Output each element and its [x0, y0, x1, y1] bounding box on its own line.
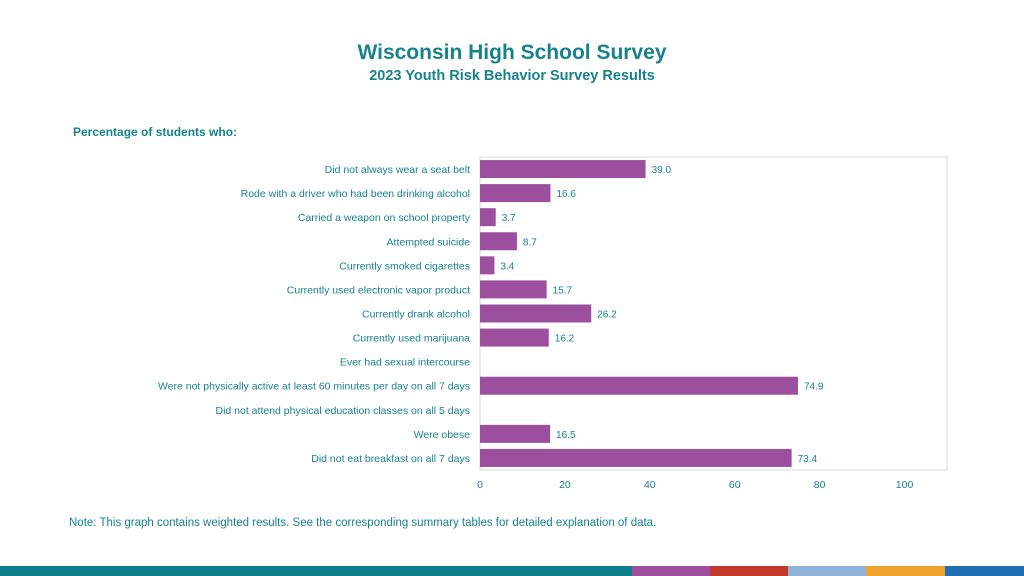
footnote: Note: This graph contains weighted resul… [69, 517, 657, 529]
category-label: Rode with a driver who had been drinking… [241, 188, 470, 200]
category-label: Currently drank alcohol [362, 309, 470, 321]
bar [480, 232, 517, 251]
footer-segment [788, 566, 866, 576]
footer-segment [710, 566, 788, 576]
bar [480, 328, 549, 347]
x-tick-label: 40 [644, 479, 656, 491]
category-label: Currently used electronic vapor product [287, 284, 470, 296]
data-label: 26.2 [597, 310, 617, 321]
bar-chart: Did not always wear a seat belt 39.0 Rode … [158, 156, 948, 491]
data-label: 74.9 [804, 382, 824, 393]
data-label: 39.0 [652, 165, 672, 176]
footer-color-strip [0, 566, 1024, 576]
data-label: 16.6 [556, 189, 576, 200]
data-label: 73.4 [798, 454, 818, 465]
section-label: Percentage of students who: [73, 125, 238, 139]
category-label: Did not always wear a seat belt [325, 164, 470, 176]
data-label: 3.7 [502, 213, 516, 224]
data-label: 16.5 [556, 430, 576, 441]
x-tick-label: 60 [729, 479, 741, 491]
footer-segment [0, 566, 632, 576]
category-label: Currently smoked cigarettes [339, 260, 470, 272]
x-tick-label: 80 [814, 479, 826, 491]
category-label: Carried a weapon on school property [298, 212, 471, 224]
x-tick-label: 20 [559, 479, 571, 491]
category-label: Were not physically active at least 60 m… [158, 381, 470, 393]
category-label: Did not attend physical education classe… [216, 405, 471, 417]
bar [480, 160, 646, 179]
bar [480, 184, 551, 203]
chart-title: Wisconsin High School Survey [357, 41, 667, 64]
category-label: Did not eat breakfast on all 7 days [311, 453, 470, 465]
chart-subtitle: 2023 Youth Risk Behavior Survey Results [369, 68, 655, 84]
data-label: 16.2 [555, 334, 575, 345]
data-label: 8.7 [523, 237, 537, 248]
bar [480, 208, 496, 227]
bar [480, 424, 551, 443]
bar [480, 376, 798, 395]
x-tick-label: 0 [477, 479, 483, 491]
bar [480, 280, 547, 299]
data-label: 15.7 [553, 285, 573, 296]
x-tick-label: 100 [896, 479, 914, 491]
category-label: Attempted suicide [387, 236, 471, 248]
bar [480, 256, 495, 275]
bar [480, 448, 792, 467]
footer-segment [945, 566, 1024, 576]
category-label: Ever had sexual intercourse [340, 357, 470, 369]
category-label: Were obese [414, 429, 471, 441]
footer-segment [866, 566, 945, 576]
footer-segment [632, 566, 710, 576]
bar [480, 304, 592, 323]
data-label: 3.4 [500, 261, 514, 272]
category-label: Currently used marijuana [353, 333, 470, 345]
